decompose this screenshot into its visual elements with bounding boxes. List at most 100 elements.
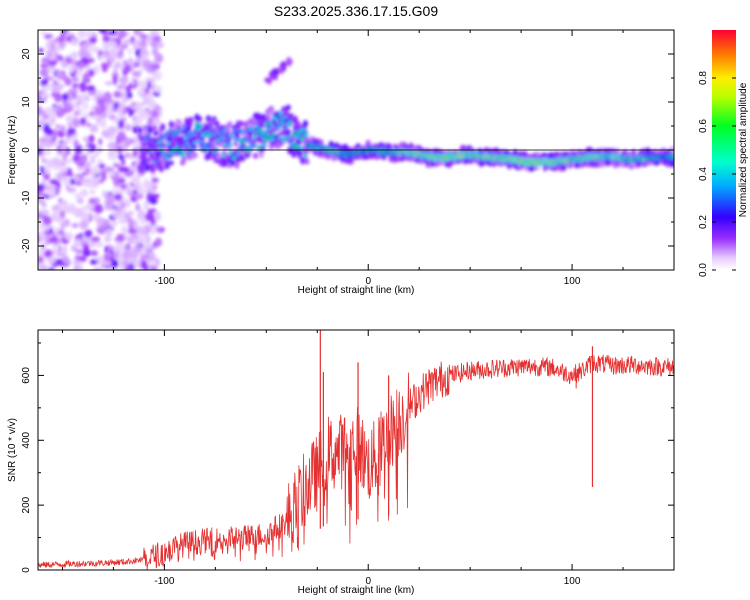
colorbar-ticks: 0.0 0.2 0.4 0.6 0.8 [698, 71, 736, 277]
heatmap-cell [72, 82, 79, 89]
heatmap-cell [126, 91, 133, 99]
heatmap-cell [262, 143, 266, 147]
heatmap-cell [38, 197, 45, 204]
heatmap-cell [71, 223, 79, 228]
heatmap-cell [151, 48, 159, 56]
heatmap-cell [105, 197, 116, 206]
heatmap-cell [288, 58, 293, 64]
heatmap-cell [289, 121, 293, 125]
heatmap-cell [145, 234, 151, 243]
heatmap-cell [51, 249, 57, 254]
snr-xlabel: Height of straight line (km) [298, 585, 415, 596]
heatmap-cell [136, 238, 146, 244]
heatmap-cell [255, 124, 259, 129]
heatmap-cell [126, 188, 134, 197]
heatmap-cell [159, 135, 163, 139]
heatmap-cell [136, 185, 143, 195]
heatmap-cell [73, 266, 79, 270]
heatmap-cell [49, 76, 54, 81]
heatmap-cell [65, 114, 76, 124]
heatmap-cell [79, 188, 89, 198]
heatmap-cell [149, 30, 160, 37]
heatmap-cell [142, 143, 146, 147]
spectrogram-ytick-label: 20 [21, 48, 32, 60]
heatmap-cell [132, 39, 139, 50]
heatmap-cell [51, 157, 61, 165]
heatmap-cell [232, 156, 236, 160]
heatmap-cell [270, 137, 274, 141]
heatmap-cell [288, 136, 292, 140]
heatmap-cell [146, 158, 150, 162]
heatmap-cell [59, 202, 65, 210]
heatmap-cell [62, 93, 69, 101]
heatmap-cell [58, 34, 65, 43]
heatmap-cell [46, 188, 57, 197]
heatmap-cell [86, 122, 91, 127]
heatmap-cell [154, 226, 161, 231]
heatmap-cell [148, 149, 152, 153]
heatmap-cell [198, 139, 202, 144]
heatmap-cell [151, 125, 157, 131]
heatmap-cell [94, 151, 99, 158]
heatmap-cell [88, 198, 96, 204]
heatmap-cell [60, 60, 68, 69]
heatmap-cell [141, 152, 147, 159]
heatmap-cell [51, 235, 58, 243]
heatmap-cell [265, 132, 269, 137]
heatmap-cell [247, 138, 251, 142]
heatmap-cell [300, 157, 306, 165]
heatmap-cell [277, 125, 281, 130]
heatmap-cell [263, 137, 267, 141]
heatmap-cell [139, 136, 143, 140]
heatmap-cell [139, 226, 148, 235]
heatmap-cell [71, 101, 79, 109]
heatmap-cell [90, 250, 99, 257]
heatmap-cell [58, 197, 63, 205]
heatmap-cell [88, 134, 95, 143]
heatmap-cell [294, 134, 298, 138]
heatmap-cell [143, 109, 148, 120]
heatmap-cell [124, 137, 133, 144]
heatmap-cell [114, 237, 124, 242]
heatmap-cell [42, 215, 52, 226]
heatmap-ridge [137, 56, 674, 174]
heatmap-cell [146, 192, 151, 203]
heatmap-cell [128, 57, 134, 65]
heatmap-cell [52, 79, 59, 86]
spectrogram-heatmap [38, 30, 674, 270]
heatmap-cell [125, 39, 132, 44]
heatmap-cell [140, 101, 146, 107]
heatmap-cell [115, 239, 125, 250]
heatmap-cell [45, 142, 53, 148]
heatmap-cell [97, 255, 106, 260]
heatmap-cell [118, 30, 127, 39]
heatmap-cell [55, 104, 62, 111]
heatmap-cell [299, 147, 303, 151]
heatmap-cell [448, 160, 454, 166]
heatmap-cell [38, 141, 46, 149]
heatmap-cell [64, 57, 74, 64]
heatmap-cell [157, 140, 161, 144]
heatmap-cell [119, 48, 124, 55]
heatmap-cell [70, 52, 77, 61]
heatmap-cell [40, 165, 45, 175]
heatmap-cell [199, 124, 203, 129]
heatmap-cell [112, 247, 121, 254]
heatmap-cell [284, 115, 288, 119]
heatmap-cell [236, 153, 240, 157]
heatmap-cell [282, 138, 286, 143]
heatmap-cell [39, 68, 49, 77]
heatmap-cell [92, 165, 100, 176]
heatmap-cell [62, 149, 68, 158]
heatmap-cell [125, 85, 132, 94]
heatmap-cell [216, 139, 220, 143]
heatmap-cell [134, 193, 144, 200]
colorbar: 0.0 0.2 0.4 0.6 0.8 Normalized spectral ampl… [698, 30, 749, 277]
heatmap-cell [169, 129, 172, 133]
heatmap-cell [77, 30, 86, 39]
heatmap-cell [109, 40, 118, 50]
heatmap-cell [65, 177, 71, 187]
heatmap-cell [98, 118, 107, 126]
heatmap-cell [138, 40, 148, 49]
